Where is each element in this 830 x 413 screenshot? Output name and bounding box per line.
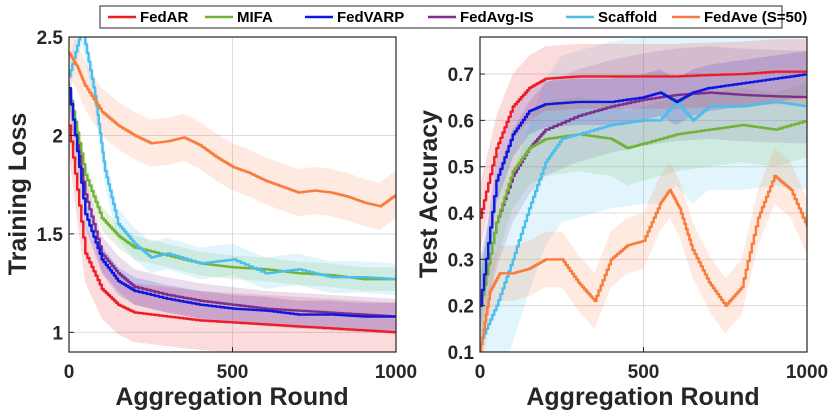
x-tick-label: 500 <box>217 362 249 383</box>
y-tick-label: 0.6 <box>448 111 474 132</box>
y-tick-label: 0.1 <box>448 343 475 364</box>
y-axis-label-left: Training Loss <box>4 113 32 276</box>
legend-label-fedave-s-50: FedAve (S=50) <box>704 9 807 26</box>
legend-label-scaffold: Scaffold <box>598 9 657 26</box>
band-fedar-left <box>69 96 396 352</box>
series-fedvarp-left <box>69 87 396 318</box>
y-tick-label: 0.5 <box>448 158 475 179</box>
band-mifa-right <box>480 83 807 343</box>
x-tick-label: 0 <box>475 362 486 383</box>
band-fedavg-is-left <box>69 74 396 335</box>
legend-label-fedavg-is: FedAvg-IS <box>460 9 534 26</box>
legend-label-fedar: FedAR <box>140 9 189 26</box>
legend: FedAR MIFA FedVARP FedAvg-IS Scaffold FedAve … <box>99 5 807 29</box>
series-scaffold-right <box>480 100 807 344</box>
y-tick-label: 2 <box>52 126 63 147</box>
legend-label-fedvarp: FedVARP <box>337 9 404 26</box>
x-tick-label: 1000 <box>786 362 828 383</box>
band-fedar-right <box>480 39 807 251</box>
chart-training-loss: 0 500 1000 1 1.5 2 2.5 Aggregation Round Train… <box>4 28 417 411</box>
band-fedave-s-50-right <box>480 148 807 352</box>
y-tick-label: 0.2 <box>448 297 474 318</box>
series-fedave-s-50-right <box>480 174 807 352</box>
legend-label-mifa: MIFA <box>237 9 273 26</box>
y-tick-label: 1.5 <box>37 225 64 246</box>
x-axis-label-left: Aggregation Round <box>115 383 348 411</box>
series-fedave-s-50-left <box>69 51 396 208</box>
series-mifa-right <box>480 120 807 307</box>
y-tick-label: 2.5 <box>37 28 64 49</box>
y-tick-label: 0.3 <box>448 250 474 271</box>
x-tick-label: 0 <box>64 362 75 383</box>
band-fedave-s-50-left <box>69 37 396 230</box>
x-tick-label: 500 <box>628 362 660 383</box>
y-tick-label: 1 <box>52 323 63 344</box>
series-fedar-left <box>69 124 396 334</box>
y-axis-label-right: Test Accuracy <box>415 110 443 278</box>
series-scaffold-left <box>69 37 396 281</box>
band-mifa-left <box>69 78 396 291</box>
series-fedar-right <box>480 70 807 219</box>
band-scaffold-left <box>69 37 396 295</box>
band-fedvarp-left <box>69 74 396 331</box>
chart-test-accuracy: 0 500 1000 0.1 0.2 0.3 0.4 0.5 0.6 0.7 Aggregatio… <box>415 36 828 411</box>
y-tick-label: 0.7 <box>448 65 474 86</box>
x-axis-label-right: Aggregation Round <box>526 383 759 411</box>
x-tick-label: 1000 <box>375 362 417 383</box>
y-tick-label: 0.4 <box>448 204 475 225</box>
series-fedvarp-right <box>480 73 807 307</box>
band-fedvarp-right <box>480 50 807 329</box>
band-scaffold-right <box>480 37 807 352</box>
